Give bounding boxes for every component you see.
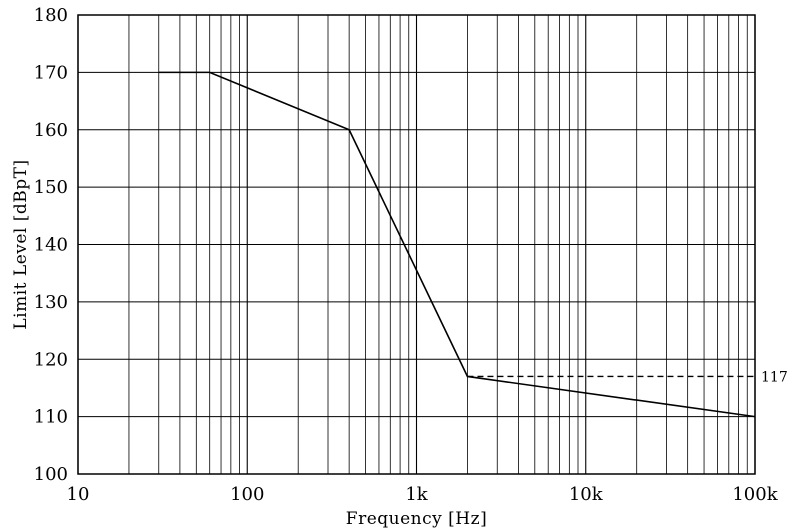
x-tick-label: 10 (67, 484, 90, 505)
x-tick-labels: 10 100 1k 10k 100k (67, 484, 779, 505)
annotation-label: 117 (761, 369, 788, 385)
x-tick-label: 100k (732, 484, 778, 505)
limit-series-line (158, 71, 756, 418)
y-tick-label: 120 (34, 349, 68, 370)
plot-frame (77, 14, 756, 475)
y-tick-label: 150 (34, 177, 68, 198)
y-tick-label: 110 (34, 407, 68, 428)
y-tick-label: 100 (34, 464, 68, 485)
y-tick-label: 170 (34, 62, 68, 83)
y-tick-label: 180 (34, 5, 68, 26)
annotations: 117 (761, 369, 788, 385)
x-tick-label: 100 (230, 484, 264, 505)
y-tick-label: 130 (34, 292, 68, 313)
y-tick-label: 160 (34, 120, 68, 141)
y-tick-labels: 100 110 120 130 140 150 160 170 180 (34, 5, 68, 485)
series-layer (158, 71, 756, 418)
y-axis-title: Limit Level [dBpT] (11, 159, 31, 329)
x-tick-label: 10k (569, 484, 604, 505)
x-tick-label: 1k (405, 484, 428, 505)
y-tick-label: 140 (34, 235, 68, 256)
x-axis-title: Frequency [Hz] (346, 509, 487, 529)
